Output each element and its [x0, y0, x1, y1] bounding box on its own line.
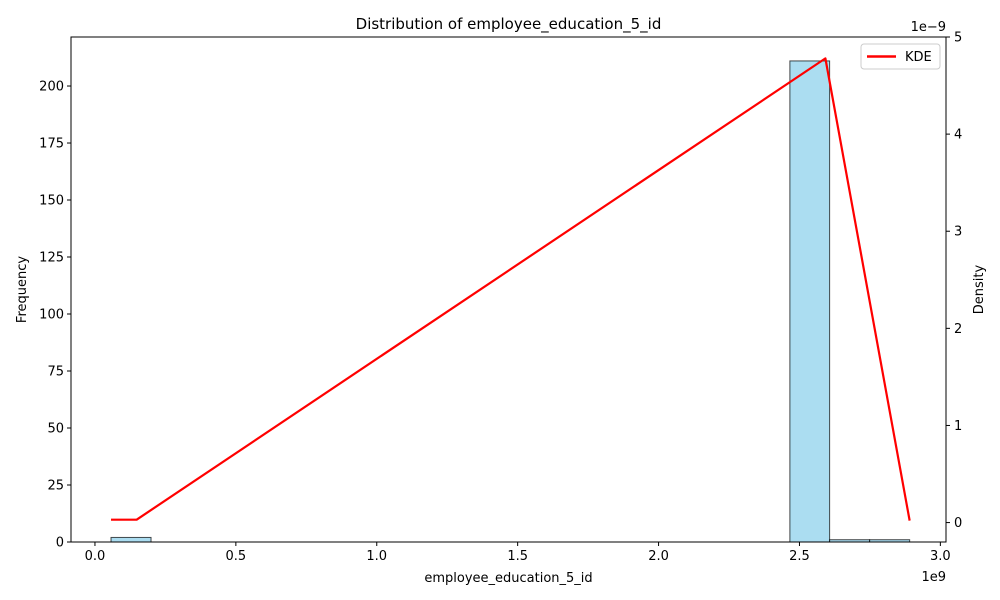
y-tick-label: 150	[39, 194, 64, 209]
y-tick-label: 75	[47, 365, 64, 380]
histogram-bar	[110, 536, 152, 543]
histogram-bars	[110, 60, 911, 543]
plot-frame	[70, 36, 947, 543]
y-tick-label: 200	[39, 80, 64, 95]
y2-tick-label: 0	[954, 516, 962, 531]
x-tick-label: 1.0	[366, 549, 387, 564]
kde-line	[111, 57, 911, 521]
legend: KDE	[860, 43, 941, 70]
y-tick-label: 50	[47, 422, 64, 437]
y2-axis-multiplier: 1e−9	[911, 20, 946, 35]
x-axis-label: employee_education_5_id	[424, 571, 592, 586]
y-tick-label: 175	[39, 137, 64, 152]
y2-tick-label: 5	[954, 31, 962, 46]
y-axis-ticks: 0 25 50 75 100 125 150 175 200	[39, 80, 71, 551]
kde-series	[111, 57, 911, 521]
chart-title: Distribution of employee_education_5_id	[356, 15, 662, 34]
y2-tick-label: 3	[954, 225, 962, 240]
x-tick-label: 3.0	[930, 549, 951, 564]
y-tick-label: 25	[47, 479, 64, 494]
x-tick-label: 1.5	[507, 549, 528, 564]
x-tick-label: 0.5	[226, 549, 247, 564]
x-tick-label: 2.5	[789, 549, 810, 564]
x-tick-label: 0.0	[85, 549, 106, 564]
y2-tick-label: 2	[954, 322, 962, 337]
y2-axis-ticks: 0 1 2 3 4 5	[946, 31, 962, 531]
legend-kde-label: KDE	[905, 50, 932, 65]
x-axis-ticks: 0.0 0.5 1.0 1.5 2.0 2.5 3.0	[85, 542, 951, 564]
y-tick-label: 0	[56, 536, 64, 551]
histogram-bar	[789, 60, 831, 543]
y-tick-label: 100	[39, 308, 64, 323]
y-axis-label: Frequency	[15, 256, 30, 323]
legend-box	[860, 43, 941, 70]
x-tick-label: 2.0	[648, 549, 669, 564]
y2-tick-label: 1	[954, 419, 962, 434]
x-axis-multiplier: 1e9	[921, 570, 946, 585]
y-tick-label: 125	[39, 251, 64, 266]
y2-tick-label: 4	[954, 128, 962, 143]
y2-axis-label: Density	[972, 264, 987, 314]
